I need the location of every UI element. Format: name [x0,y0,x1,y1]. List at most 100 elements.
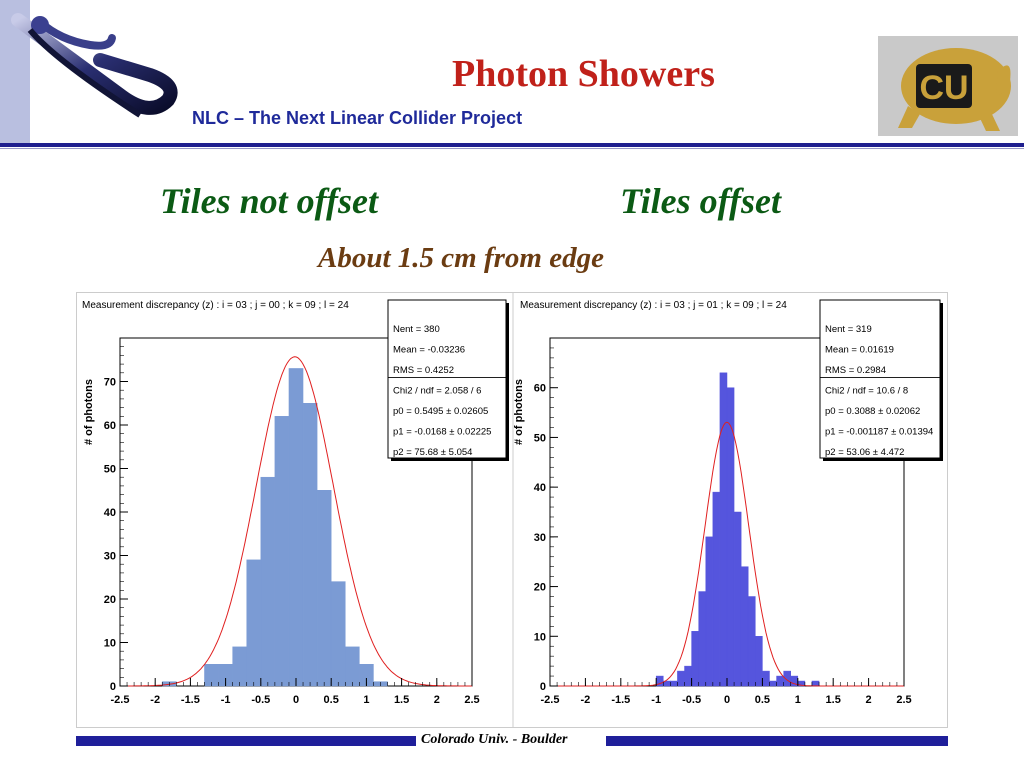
y-axis-label: # of photons [83,379,95,445]
x-tick-label: 0.5 [324,694,339,706]
stats-line: Mean = -0.03236 [393,345,465,356]
x-tick-label: 2 [866,694,872,706]
x-tick-label: 2 [434,694,440,706]
histogram-bar [769,680,777,687]
histogram-svg: Measurement discrepancy (z) : i = 03 ; j… [76,292,948,728]
histogram-bar [288,368,304,687]
x-tick-label: 1.5 [394,694,409,706]
stats-line: Mean = 0.01619 [825,345,894,356]
histogram-bar [677,670,685,687]
nlc-logo [0,0,185,145]
nlc-emblem-icon [11,13,178,118]
stats-line: p1 = -0.001187 ± 0.01394 [825,427,933,438]
gaussian-fit-curve [550,421,904,687]
stats-line: p0 = 0.5495 ± 0.02605 [393,406,488,417]
header-rule [0,143,1024,147]
histogram-bar [712,491,721,687]
slide-subtitle: NLC – The Next Linear Collider Project [192,108,523,128]
y-tick-label: 0 [110,681,116,693]
y-tick-label: 60 [534,383,546,395]
x-tick-label: -1 [221,694,231,706]
histogram-bar [232,646,247,687]
x-tick-label: -2 [150,694,160,706]
histogram-bar [691,631,699,687]
histogram-bar [705,536,714,687]
histogram-bar [684,665,692,687]
histogram-bar [260,476,276,687]
footer-bar-left [76,736,416,746]
x-tick-label: -2.5 [111,694,130,706]
stats-box [387,299,507,459]
y-tick-label: 70 [104,377,116,389]
y-tick-label: 30 [534,532,546,544]
y-tick-label: 40 [534,482,546,494]
y-axis-label: # of photons [513,379,525,445]
histogram-not-offset: Measurement discrepancy (z) : i = 03 ; j… [82,299,509,706]
y-tick-label: 10 [534,631,546,643]
histogram-bar [302,403,318,687]
stats-line: RMS = 0.4252 [393,365,454,376]
footer-bar-right [606,736,948,746]
y-tick-label: 10 [104,638,116,650]
histogram-bar [345,646,360,687]
histogram-bar [719,372,728,687]
subheading: About 1.5 cm from edge [318,242,604,274]
cu-logo-text: CU [919,69,968,107]
stats-line: p1 = -0.0168 ± 0.02225 [393,427,491,438]
x-tick-label: 2.5 [896,694,911,706]
histogram-bar [246,559,262,687]
histogram-bar [755,636,763,687]
y-tick-label: 50 [534,432,546,444]
histogram-bar [274,416,290,687]
histogram-bar [670,680,678,687]
x-tick-label: 1 [795,694,801,706]
chart-title: Measurement discrepancy (z) : i = 03 ; j… [82,300,349,311]
y-tick-label: 60 [104,420,116,432]
left-heading: Tiles not offset [160,181,378,221]
histogram-bar [740,566,749,687]
y-tick-label: 30 [104,551,116,563]
stats-line: Nent = 319 [825,324,872,335]
stats-line: p0 = 0.3088 ± 0.02062 [825,406,920,417]
right-heading: Tiles offset [620,181,781,221]
histogram-bar [330,581,346,687]
x-tick-label: 1.5 [826,694,841,706]
x-tick-label: -2 [581,694,591,706]
x-tick-label: 0.5 [755,694,770,706]
histogram-bar [698,591,707,687]
stats-line: Chi2 / ndf = 10.6 / 8 [825,386,908,397]
histogram-bar [811,680,820,687]
x-tick-label: 0 [724,694,730,706]
slide-title: Photon Showers [452,53,715,95]
y-tick-label: 50 [104,464,116,476]
histogram-panel: Measurement discrepancy (z) : i = 03 ; j… [76,292,948,728]
stats-box [819,299,941,459]
x-tick-label: 1 [363,694,369,706]
header-rule-thin [0,148,1024,149]
x-tick-label: -1.5 [181,694,200,706]
histogram-bar [316,490,332,687]
histogram-bar [762,670,770,687]
x-tick-label: -1 [651,694,661,706]
cu-buffalo-logo: CU [878,36,1018,136]
x-tick-label: 0 [293,694,299,706]
gaussian-fit-curve [120,356,472,687]
stats-line: Chi2 / ndf = 2.058 / 6 [393,386,481,397]
x-tick-label: -0.5 [682,694,701,706]
x-tick-label: 2.5 [464,694,479,706]
y-tick-label: 20 [104,594,116,606]
histogram-bar [747,596,756,687]
histogram-bar [733,511,742,687]
y-tick-label: 40 [104,507,116,519]
histogram-bar [776,675,784,687]
cu-buffalo-icon: CU [898,48,1011,131]
stats-line: p2 = 53.06 ± 4.472 [825,447,904,458]
footer-text: Colorado Univ. - Boulder [421,732,568,747]
stats-line: RMS = 0.2984 [825,365,886,376]
stats-line: Nent = 380 [393,324,440,335]
histogram-offset: Measurement discrepancy (z) : i = 03 ; j… [513,299,943,706]
x-tick-label: -1.5 [611,694,630,706]
x-tick-label: -2.5 [541,694,560,706]
y-tick-label: 20 [534,582,546,594]
stats-line: p2 = 75.68 ± 5.054 [393,447,472,458]
